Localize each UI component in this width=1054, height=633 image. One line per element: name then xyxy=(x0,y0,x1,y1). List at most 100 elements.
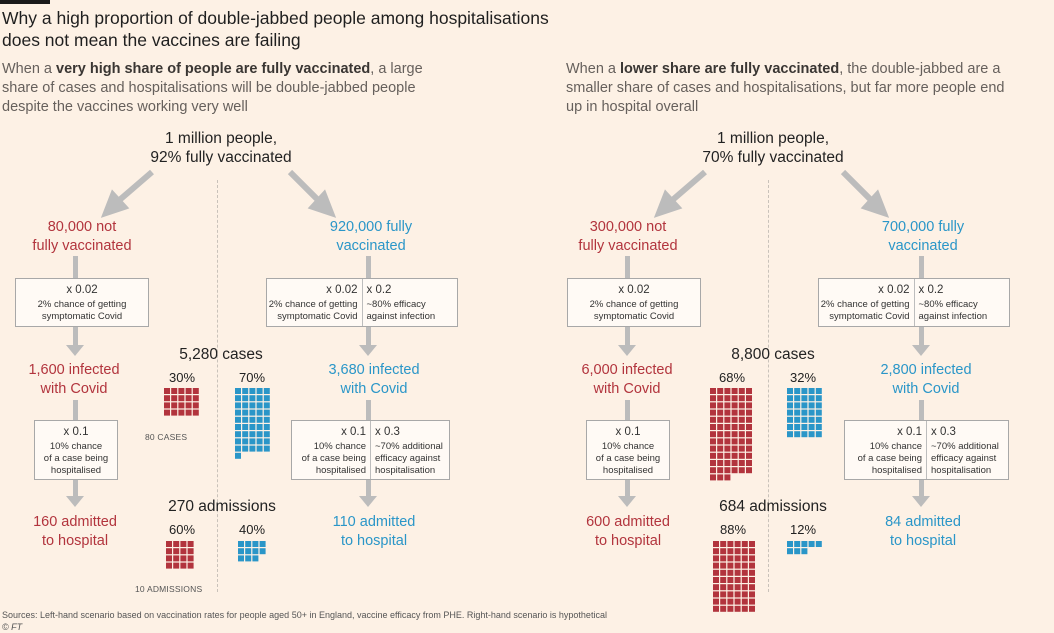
left-cases-unvax-waffle-square xyxy=(178,388,185,394)
right-cases-unvax-waffle-square xyxy=(738,445,745,452)
left-cases-vax-waffle-square xyxy=(256,431,263,438)
right-cases-unvax-waffle-square xyxy=(710,445,716,452)
right-cases-unvax-waffle-square xyxy=(724,416,731,423)
right-adm-vax-waffle-square xyxy=(787,541,793,547)
top-accent-bar xyxy=(0,0,50,4)
left-cases-unvax-waffle-square xyxy=(171,409,178,416)
right-vax-group: 700,000 fully vaccinated xyxy=(881,219,965,254)
right-adm-vax-waffle-square xyxy=(787,548,793,555)
left-split-arrow-vax xyxy=(287,169,324,206)
left-cases-unvax-waffle-square xyxy=(192,402,199,409)
right-cases-unvax-waffle-square xyxy=(746,416,752,423)
left-cases-vax-waffle-square xyxy=(263,416,270,423)
right-cases-unvax-waffle-square xyxy=(746,388,752,394)
right-cases-unvax-waffle-square xyxy=(746,438,752,445)
right-adm-unvax-waffle-square xyxy=(734,541,741,547)
right-cases-unvax-waffle-square xyxy=(710,474,716,481)
left-cases-vax-waffle-square xyxy=(256,409,263,416)
left-adm-vax-waffle-square xyxy=(245,541,252,547)
left-divider xyxy=(217,180,218,592)
right-cases-unvax-waffle-square xyxy=(717,445,724,452)
left-adm-vax-waffle xyxy=(238,541,266,562)
right-cases-unvax-waffle-square xyxy=(738,467,745,474)
left-vax-arrowhead-2 xyxy=(359,345,377,356)
left-cases-vax-waffle-square xyxy=(263,431,270,438)
right-adm-unvax-waffle-square xyxy=(720,562,727,569)
right-adm-unvax-waffle-square xyxy=(727,548,734,555)
right-cases-unvax-waffle-square xyxy=(731,388,738,394)
left-admissions-total: 270 admissions xyxy=(168,498,276,515)
right-cases-vax-waffle-square xyxy=(815,388,822,394)
right-unvax-connector-4 xyxy=(625,480,630,498)
left-cases-vax-waffle-square xyxy=(256,395,263,402)
left-cases-vax-waffle-square xyxy=(235,452,241,459)
right-cases-unvax-waffle-square xyxy=(731,402,738,409)
right-cases-unvax-waffle-square xyxy=(731,452,738,459)
left-adm-vax-waffle-square xyxy=(238,541,244,547)
left-cases-vax-waffle-square xyxy=(242,445,249,452)
right-adm-unvax-waffle-square xyxy=(727,598,734,605)
left-cases-vax-waffle-square xyxy=(249,416,256,423)
right-cases-vax-waffle-square xyxy=(801,402,808,409)
right-adm-unvax-waffle-square xyxy=(727,555,734,562)
left-unvax-connector-4 xyxy=(73,480,78,498)
right-adm-unvax-waffle-square xyxy=(734,598,741,605)
left-cases-vax-waffle-square xyxy=(256,388,263,394)
left-adm-unvax-pct: 60% xyxy=(168,522,196,537)
left-unvax-connector-3 xyxy=(73,400,78,420)
right-vax-connector-3 xyxy=(919,400,924,420)
left-cases-unvax-waffle-square xyxy=(164,402,170,409)
right-cases-unvax-waffle-square xyxy=(724,402,731,409)
left-cases-vax-waffle-square xyxy=(242,431,249,438)
right-cases-unvax-waffle-square xyxy=(746,452,752,459)
left-subtitle-emphasis: very high share of people are fully vacc… xyxy=(56,61,371,77)
left-population: 1 million people, 92% fully vaccinated xyxy=(150,130,292,166)
right-cases-vax-waffle-square xyxy=(787,409,793,416)
right-cases-unvax-waffle-square xyxy=(724,424,731,430)
left-cases-scale-note: 80 CASES xyxy=(145,432,188,442)
left-adm-vax-waffle-square xyxy=(238,555,244,562)
right-cases-unvax-waffle-square xyxy=(731,424,738,430)
left-cases-vax-waffle-square xyxy=(249,424,256,430)
right-adm-vax-waffle-square xyxy=(794,548,801,555)
right-cases-vax-waffle-square xyxy=(815,409,822,416)
right-cases-unvax-waffle-square xyxy=(738,416,745,423)
right-cases-unvax-waffle-square xyxy=(710,388,716,394)
left-adm-unvax-waffle-square xyxy=(173,548,180,555)
left-cases-vax-waffle-square xyxy=(249,445,256,452)
right-cases-vax-waffle-square xyxy=(801,409,808,416)
left-cases-vax-waffle-square xyxy=(256,416,263,423)
left-cases-unvax-waffle-square xyxy=(185,388,192,394)
right-vax-admitted: 84 admitted to hospital xyxy=(885,514,961,549)
right-cases-vax-waffle-square xyxy=(787,395,793,402)
right-adm-unvax-waffle-square xyxy=(720,548,727,555)
right-vax-hospital-box: x 0.1 10% chance of a case being hospita… xyxy=(844,420,1009,480)
left-unvax-admitted: 160 admitted to hospital xyxy=(33,514,117,549)
right-adm-unvax-waffle-square xyxy=(713,584,719,591)
right-unvax-arrowhead-4 xyxy=(618,496,636,507)
right-adm-unvax-waffle-square xyxy=(713,591,719,598)
right-adm-unvax-waffle xyxy=(713,541,755,612)
right-unvax-group: 300,000 not fully vaccinated xyxy=(578,219,678,254)
right-unvax-infection-box: x 0.02 2% chance of getting symptomatic … xyxy=(567,278,701,327)
left-cases-vax-waffle-square xyxy=(235,424,241,430)
right-cases-unvax-waffle-square xyxy=(724,409,731,416)
right-adm-unvax-waffle-square xyxy=(734,591,741,598)
right-cases-unvax-waffle-square xyxy=(731,409,738,416)
left-adm-unvax-waffle xyxy=(166,541,194,569)
left-cases-vax-pct: 70% xyxy=(238,370,266,385)
left-unvax-connector-1 xyxy=(73,256,78,278)
left-vax-connector-1 xyxy=(366,256,371,278)
right-vax-infection-box: x 0.02 2% chance of getting symptomatic … xyxy=(818,278,1010,327)
right-adm-vax-waffle-square xyxy=(801,548,808,555)
right-adm-unvax-pct: 88% xyxy=(719,522,747,537)
right-adm-unvax-waffle-square xyxy=(734,548,741,555)
left-adm-vax-waffle-square xyxy=(252,541,259,547)
right-cases-unvax-waffle-square xyxy=(731,460,738,466)
left-cases-vax-waffle-square xyxy=(242,424,249,430)
right-adm-unvax-waffle-square xyxy=(713,598,719,605)
left-cases-vax-waffle-square xyxy=(263,438,270,445)
left-vax-connector-3 xyxy=(366,400,371,420)
right-cases-unvax-waffle-square xyxy=(746,460,752,466)
left-cases-vax-waffle-square xyxy=(263,402,270,409)
